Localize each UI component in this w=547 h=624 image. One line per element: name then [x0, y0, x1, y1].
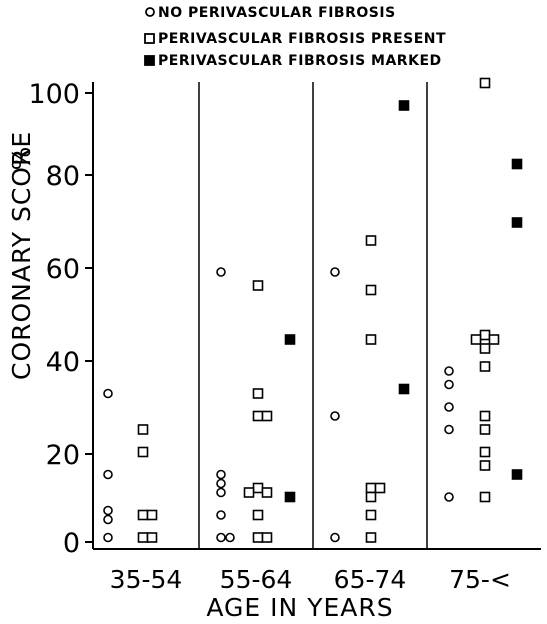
y-ticks [85, 92, 93, 543]
data-point-open-circle-6574-0 [330, 267, 340, 277]
data-point-open-circle-5564-2 [216, 478, 226, 489]
y-tick-label-100: 100 [28, 79, 80, 110]
data-point-open-square-75-7 [479, 424, 491, 435]
data-point-open-circle-3554-2 [103, 505, 113, 516]
legend-open-circle-marker [145, 7, 155, 17]
data-point-open-square-6574-4 [374, 482, 386, 494]
data-point-open-square-75-9 [479, 460, 491, 471]
data-point-filled-square-75-0 [511, 158, 523, 170]
y-tick-label-80: 80 [46, 161, 80, 192]
y-tick-label-40: 40 [46, 347, 80, 378]
data-point-open-square-3554-1 [137, 446, 149, 458]
legend-item-no-fibrosis: NO PERIVASCULAR FIBROSIS [145, 5, 396, 21]
data-point-open-square-6574-5 [365, 491, 377, 503]
legend-label-fibrosis-present: PERIVASCULAR FIBROSIS PRESENT [158, 31, 446, 47]
data-point-filled-square-6574-0 [398, 100, 410, 111]
x-axis-title: AGE IN YEARS [206, 593, 393, 622]
data-point-open-square-75-3 [470, 334, 482, 345]
data-point-open-square-5564-2 [252, 410, 264, 422]
data-point-open-square-6574-3 [365, 482, 377, 494]
data-point-open-circle-5564-0 [216, 267, 226, 277]
data-point-open-circle-75-3 [444, 424, 454, 435]
y-tick-label-60: 60 [46, 254, 80, 285]
data-point-open-circle-75-2 [444, 402, 454, 412]
data-point-open-square-75-4 [479, 343, 491, 354]
data-point-open-circle-75-4 [444, 492, 454, 502]
data-point-open-square-5564-3 [261, 410, 273, 422]
y-axis-title: CORONARY SCORE [7, 131, 36, 380]
data-point-open-square-3554-5 [146, 532, 158, 543]
data-point-open-square-75-10 [479, 491, 491, 503]
data-point-open-square-5564-8 [252, 532, 264, 543]
legend: NO PERIVASCULAR FIBROSIS PERIVASCULAR FI… [144, 5, 446, 69]
data-point-open-square-75-6 [479, 410, 491, 422]
data-point-open-square-75-8 [479, 446, 491, 458]
x-category-label-65-74: 65-74 [334, 565, 407, 594]
data-point-open-circle-6574-1 [330, 411, 340, 421]
data-point-open-square-3554-2 [137, 509, 149, 521]
legend-label-fibrosis-marked: PERIVASCULAR FIBROSIS MARKED [158, 53, 442, 69]
data-point-open-circle-5564-5 [216, 532, 226, 543]
data-point-open-square-5564-0 [252, 280, 264, 291]
data-point-open-square-5564-4 [252, 482, 264, 494]
data-point-open-circle-5564-4 [216, 510, 226, 520]
data-point-open-square-75-1 [479, 329, 491, 341]
legend-label-no-fibrosis: NO PERIVASCULAR FIBROSIS [158, 5, 396, 21]
data-point-open-square-6574-7 [365, 532, 377, 543]
data-point-open-square-6574-1 [365, 284, 377, 296]
data-point-filled-square-75-2 [511, 469, 523, 480]
y-tick-label-0: 0 [63, 528, 80, 559]
data-point-open-square-5564-6 [243, 487, 255, 498]
x-category-labels: 35-54 55-64 65-74 75-< [110, 565, 511, 594]
data-points [103, 77, 523, 543]
data-point-open-circle-5564-1 [216, 469, 226, 480]
legend-open-square-marker [144, 33, 155, 44]
data-point-open-circle-3554-1 [103, 469, 113, 480]
y-axis-unit: % [7, 146, 36, 171]
data-point-open-square-75-5 [479, 361, 491, 372]
legend-item-fibrosis-present: PERIVASCULAR FIBROSIS PRESENT [144, 31, 446, 47]
data-point-filled-square-5564-1 [284, 491, 296, 503]
data-point-open-square-5564-1 [252, 388, 264, 399]
data-point-open-circle-75-0 [444, 366, 454, 376]
data-point-open-square-3554-3 [146, 509, 158, 521]
data-point-open-square-6574-0 [365, 235, 377, 246]
data-point-filled-square-75-1 [511, 217, 523, 228]
data-point-open-square-6574-6 [365, 509, 377, 521]
legend-filled-square-marker [144, 55, 155, 66]
data-point-open-square-75-0 [479, 77, 491, 89]
plot-frame [92, 82, 541, 550]
data-point-open-circle-5564-3 [216, 487, 226, 498]
data-point-open-circle-3554-3 [103, 514, 113, 525]
x-category-label-35-54: 35-54 [110, 565, 183, 594]
data-point-open-circle-6574-2 [330, 532, 340, 543]
data-point-filled-square-6574-1 [398, 383, 410, 395]
data-point-open-circle-3554-4 [103, 532, 113, 543]
x-category-label-75: 75-< [449, 565, 511, 594]
x-category-label-55-64: 55-64 [220, 565, 293, 594]
data-point-filled-square-5564-0 [284, 334, 296, 345]
data-point-open-square-6574-2 [365, 334, 377, 345]
data-point-open-circle-75-1 [444, 379, 454, 390]
y-tick-label-20: 20 [46, 440, 80, 471]
data-point-open-square-75-2 [488, 334, 500, 345]
legend-item-fibrosis-marked: PERIVASCULAR FIBROSIS MARKED [144, 53, 442, 69]
data-point-open-square-3554-0 [137, 424, 149, 435]
data-point-open-square-5564-5 [261, 487, 273, 498]
data-point-open-circle-3554-0 [103, 388, 113, 399]
data-point-open-square-5564-7 [252, 509, 264, 521]
data-point-open-square-5564-9 [261, 532, 273, 543]
data-point-open-square-3554-4 [137, 532, 149, 543]
y-tick-labels: 0 20 40 60 80 100 [28, 79, 80, 559]
data-point-open-circle-5564-6 [225, 532, 235, 543]
